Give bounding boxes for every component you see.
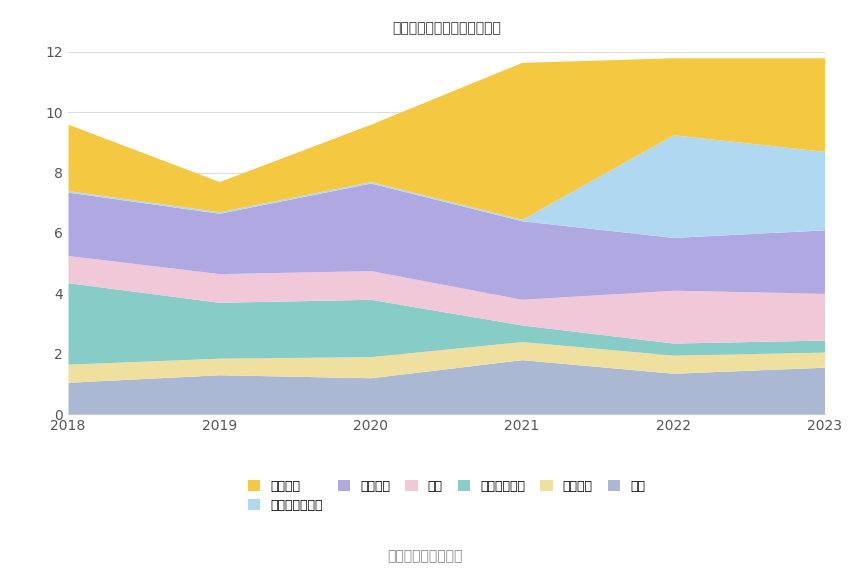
Text: 数据来源：恒生聚源: 数据来源：恒生聚源 <box>388 550 462 564</box>
Legend: 货币资金, 交易性金融资产, 应收账款, 存货, 其他流动资产, 固定资产, 其它: 货币资金, 交易性金融资产, 应收账款, 存货, 其他流动资产, 固定资产, 其… <box>242 474 650 517</box>
Title: 历年主要资产堆积图（亿元）: 历年主要资产堆积图（亿元） <box>392 21 501 35</box>
